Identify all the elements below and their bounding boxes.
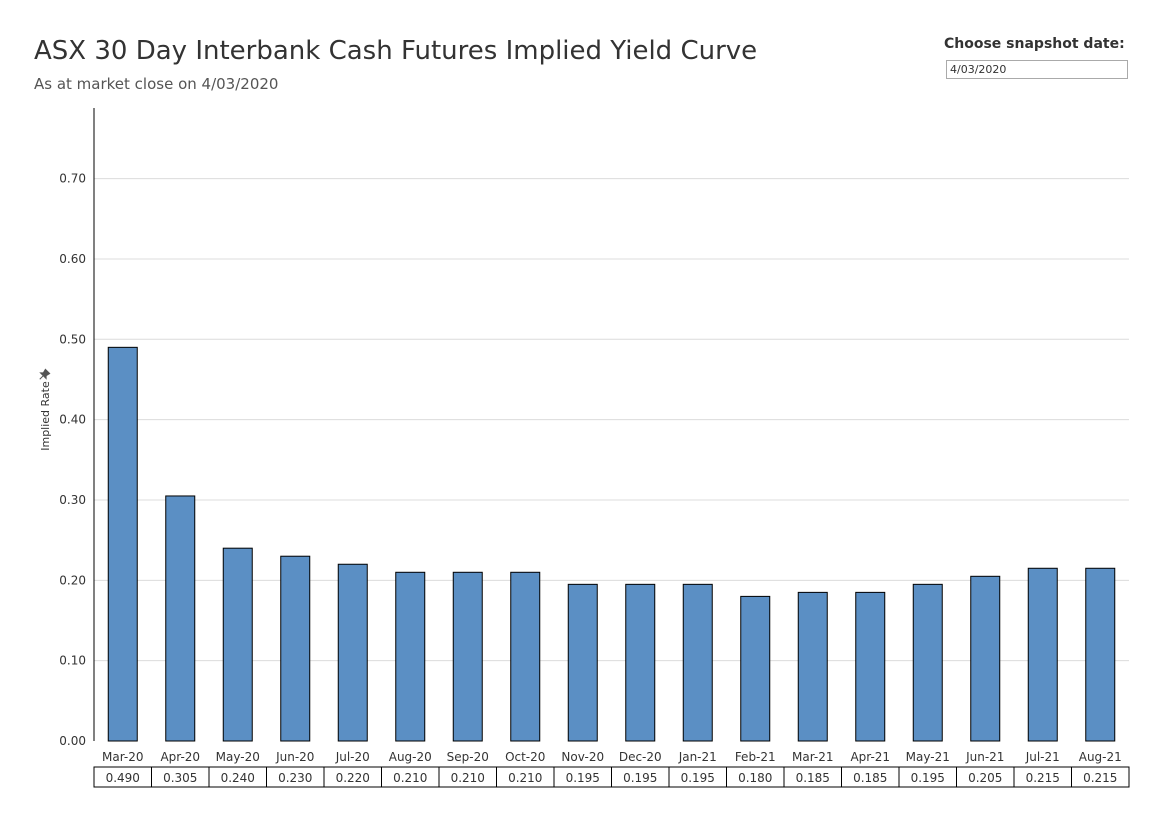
x-category-label: Apr-21: [850, 750, 890, 764]
bar[interactable]: [280, 555, 311, 742]
y-tick-label: 0.00: [59, 734, 86, 748]
data-value-label: 0.215: [1026, 771, 1060, 785]
bar[interactable]: [970, 575, 1001, 742]
y-axis-title: Implied Rate: [39, 381, 52, 451]
y-tick-label: 0.10: [59, 654, 86, 668]
chart-title: ASX 30 Day Interbank Cash Futures Implie…: [34, 36, 758, 66]
y-axis-ticks: 0.00 0.10 0.20 0.30 0.40 0.50 0.60 0.70: [59, 172, 86, 748]
chart-subtitle: As at market close on 4/03/2020: [34, 75, 279, 93]
bar[interactable]: [337, 563, 368, 742]
x-category-label: May-21: [906, 750, 950, 764]
bar[interactable]: [567, 583, 598, 742]
x-category-label: Jul-20: [335, 750, 370, 764]
data-value-label: 0.230: [278, 771, 312, 785]
x-category-label: Jun-20: [275, 750, 314, 764]
bar[interactable]: [395, 571, 426, 742]
bar[interactable]: [740, 595, 771, 742]
bar[interactable]: [107, 346, 138, 742]
table-cell: [1071, 766, 1130, 788]
data-value-label: 0.215: [1083, 771, 1117, 785]
x-category-label: Sep-20: [447, 750, 489, 764]
data-value-label: 0.210: [508, 771, 542, 785]
y-tick-label: 0.50: [59, 332, 86, 346]
x-axis-categories: Mar-20 Apr-20 May-20 Jun-20 Jul-20 Aug-20 Sep-…: [102, 750, 1122, 764]
bar[interactable]: [1085, 567, 1116, 742]
bar[interactable]: [797, 591, 828, 742]
x-category-label: Jul-21: [1025, 750, 1060, 764]
bar[interactable]: [510, 571, 541, 742]
x-category-label: Jan-21: [678, 750, 717, 764]
bar[interactable]: [1027, 567, 1058, 742]
bars: [107, 346, 1116, 742]
data-value-label: 0.180: [738, 771, 772, 785]
x-category-label: May-20: [216, 750, 260, 764]
data-value-label: 0.220: [336, 771, 370, 785]
x-category-label: Aug-20: [389, 750, 432, 764]
bar[interactable]: [682, 583, 713, 742]
x-category-label: Jun-21: [965, 750, 1004, 764]
data-value-label: 0.305: [163, 771, 197, 785]
bar[interactable]: [165, 495, 196, 742]
y-tick-label: 0.40: [59, 413, 86, 427]
value-table: 0.490 0.305 0.240 0.230 0.220 0.210 0.210 0.210…: [93, 766, 1130, 788]
bar[interactable]: [855, 591, 886, 742]
bar[interactable]: [912, 583, 943, 742]
x-category-label: Nov-20: [561, 750, 604, 764]
y-tick-label: 0.30: [59, 493, 86, 507]
pin-icon[interactable]: [37, 368, 51, 382]
data-value-label: 0.490: [106, 771, 140, 785]
data-value-label: 0.185: [853, 771, 887, 785]
data-value-label: 0.185: [796, 771, 830, 785]
data-value-label: 0.240: [221, 771, 255, 785]
data-value-label: 0.205: [968, 771, 1002, 785]
x-category-label: Dec-20: [619, 750, 662, 764]
bar[interactable]: [222, 547, 253, 742]
y-axis-title-group: Implied Rate: [39, 381, 52, 451]
data-value-label: 0.195: [911, 771, 945, 785]
y-tick-label: 0.70: [59, 172, 86, 186]
y-tick-label: 0.20: [59, 573, 86, 587]
data-value-label: 0.210: [451, 771, 485, 785]
x-category-label: Apr-20: [160, 750, 200, 764]
data-value-label: 0.195: [681, 771, 715, 785]
x-category-label: Mar-20: [102, 750, 143, 764]
data-value-label: 0.195: [623, 771, 657, 785]
gridlines: [94, 178, 1129, 662]
y-tick-label: 0.60: [59, 252, 86, 266]
snapshot-date-label: Choose snapshot date:: [944, 36, 1125, 52]
x-category-label: Feb-21: [735, 750, 776, 764]
snapshot-date-input[interactable]: [946, 60, 1128, 79]
x-category-label: Mar-21: [792, 750, 833, 764]
x-category-label: Oct-20: [505, 750, 545, 764]
data-value-label: 0.195: [566, 771, 600, 785]
bar[interactable]: [452, 571, 483, 742]
data-value-label: 0.210: [393, 771, 427, 785]
bar[interactable]: [625, 583, 656, 742]
x-category-label: Aug-21: [1079, 750, 1122, 764]
